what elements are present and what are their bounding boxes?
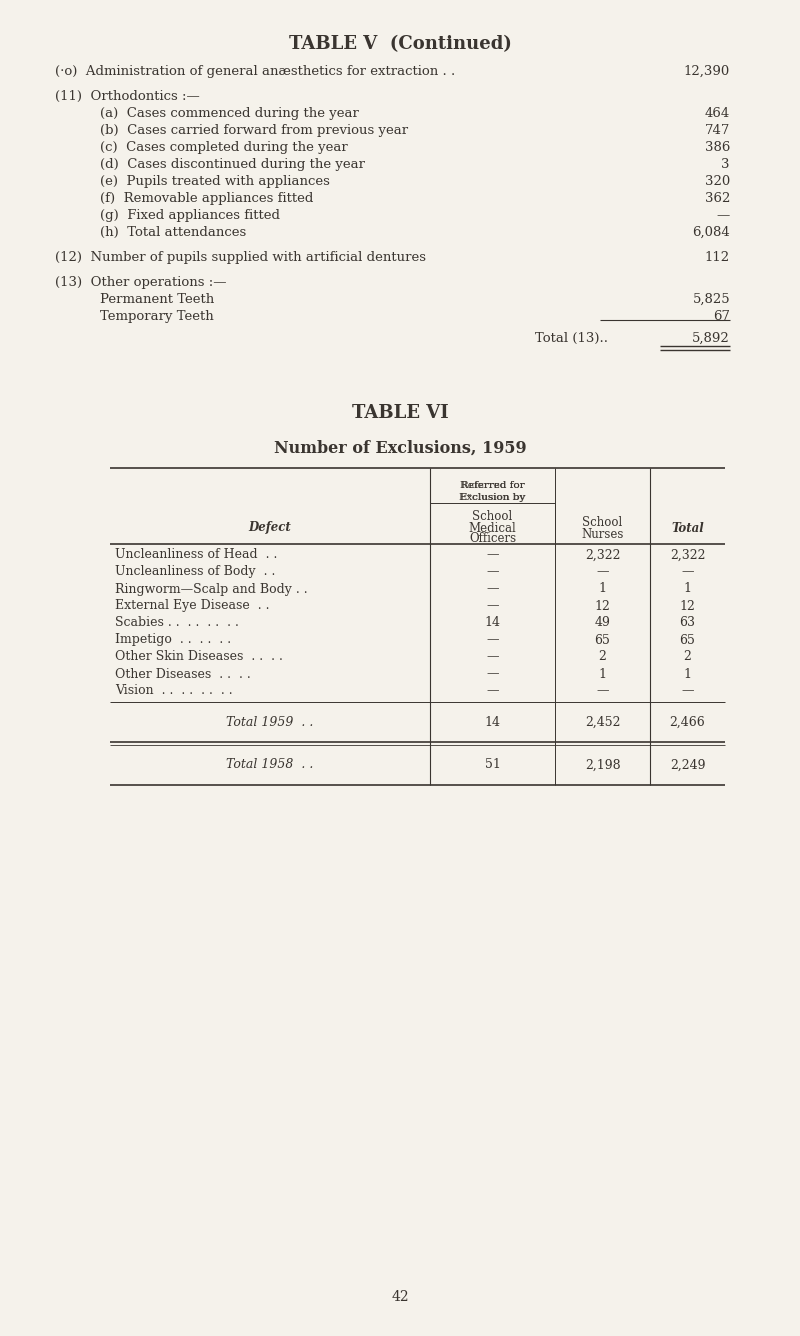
Text: —: — <box>682 565 694 578</box>
Text: (·o)  Administration of general anæsthetics for extraction . .: (·o) Administration of general anæstheti… <box>55 65 455 77</box>
Text: 12: 12 <box>594 600 610 612</box>
Text: Total 1958  . .: Total 1958 . . <box>226 759 314 771</box>
Text: Scabies . .  . .  . .  . .: Scabies . . . . . . . . <box>115 616 239 629</box>
Text: (h)  Total attendances: (h) Total attendances <box>100 226 246 239</box>
Text: (d)  Cases discontinued during the year: (d) Cases discontinued during the year <box>100 158 365 171</box>
Text: —: — <box>486 651 498 664</box>
Text: 14: 14 <box>485 616 501 629</box>
Text: 362: 362 <box>705 192 730 204</box>
Text: 1: 1 <box>598 582 606 596</box>
Text: (11)  Orthodontics :—: (11) Orthodontics :— <box>55 90 200 103</box>
Text: 2,322: 2,322 <box>670 549 706 561</box>
Text: 5,892: 5,892 <box>692 333 730 345</box>
Text: Number of Exclusions, 1959: Number of Exclusions, 1959 <box>274 440 526 457</box>
Text: —: — <box>682 684 694 697</box>
Text: External Eye Disease  . .: External Eye Disease . . <box>115 600 270 612</box>
Text: Uncleanliness of Head  . .: Uncleanliness of Head . . <box>115 549 278 561</box>
Text: (a)  Cases commenced during the year: (a) Cases commenced during the year <box>100 107 359 120</box>
Text: (13)  Other operations :—: (13) Other operations :— <box>55 277 226 289</box>
Text: —: — <box>717 208 730 222</box>
Text: 2: 2 <box>598 651 606 664</box>
Text: (c)  Cases completed during the year: (c) Cases completed during the year <box>100 142 348 154</box>
Text: Medical: Medical <box>469 521 516 534</box>
Text: —: — <box>486 633 498 647</box>
Text: 747: 747 <box>705 124 730 138</box>
Text: 67: 67 <box>713 310 730 323</box>
Text: 1: 1 <box>598 668 606 680</box>
Text: (e)  Pupils treated with appliances: (e) Pupils treated with appliances <box>100 175 330 188</box>
Text: —: — <box>486 565 498 578</box>
Text: TABLE V  (Continued): TABLE V (Continued) <box>289 35 511 53</box>
Text: —: — <box>596 565 609 578</box>
Text: 2,249: 2,249 <box>670 759 706 771</box>
Text: Nurses: Nurses <box>582 528 624 541</box>
Text: Eˣclusion by: Eˣclusion by <box>460 493 525 501</box>
Text: Uncleanliness of Body  . .: Uncleanliness of Body . . <box>115 565 275 578</box>
Text: 320: 320 <box>705 175 730 188</box>
Text: Exclusion by: Exclusion by <box>459 493 526 501</box>
Text: 2: 2 <box>683 651 691 664</box>
Text: (12)  Number of pupils supplied with artificial dentures: (12) Number of pupils supplied with arti… <box>55 251 426 265</box>
Text: (b)  Cases carried forward from previous year: (b) Cases carried forward from previous … <box>100 124 408 138</box>
Text: —: — <box>486 549 498 561</box>
Text: 65: 65 <box>679 633 695 647</box>
Text: 112: 112 <box>705 251 730 265</box>
Text: 5,825: 5,825 <box>692 293 730 306</box>
Text: —: — <box>486 600 498 612</box>
Text: Impetigo  . .  . .  . .: Impetigo . . . . . . <box>115 633 231 647</box>
Text: 1: 1 <box>683 668 691 680</box>
Text: School: School <box>472 510 513 524</box>
Text: 464: 464 <box>705 107 730 120</box>
Text: 12,390: 12,390 <box>684 65 730 77</box>
Text: Defect: Defect <box>249 521 291 534</box>
Text: 2,452: 2,452 <box>585 716 620 728</box>
Text: (f)  Removable appliances fitted: (f) Removable appliances fitted <box>100 192 314 204</box>
Text: 2,322: 2,322 <box>585 549 620 561</box>
Text: 6,084: 6,084 <box>692 226 730 239</box>
Text: TABLE VI: TABLE VI <box>352 405 448 422</box>
Text: Other Skin Diseases  . .  . .: Other Skin Diseases . . . . <box>115 651 283 664</box>
Text: Rᴇfᴇrrᴇd for: Rᴇfᴇrrᴇd for <box>461 481 524 490</box>
Text: Permanent Teeth: Permanent Teeth <box>100 293 214 306</box>
Text: 14: 14 <box>485 716 501 728</box>
Text: (g)  Fixed appliances fitted: (g) Fixed appliances fitted <box>100 208 280 222</box>
Text: Total 1959  . .: Total 1959 . . <box>226 716 314 728</box>
Text: —: — <box>486 668 498 680</box>
Text: Vision  . .  . .  . .  . .: Vision . . . . . . . . <box>115 684 233 697</box>
Text: 51: 51 <box>485 759 501 771</box>
Text: 63: 63 <box>679 616 695 629</box>
Text: —: — <box>486 582 498 596</box>
Text: 65: 65 <box>594 633 610 647</box>
Text: 2,198: 2,198 <box>585 759 620 771</box>
Text: 49: 49 <box>594 616 610 629</box>
Text: 42: 42 <box>391 1291 409 1304</box>
Text: Officers: Officers <box>469 533 516 545</box>
Text: 386: 386 <box>705 142 730 154</box>
Text: Other Diseases  . .  . .: Other Diseases . . . . <box>115 668 250 680</box>
Text: 2,466: 2,466 <box>670 716 706 728</box>
Text: School: School <box>582 517 622 529</box>
Text: Total: Total <box>671 521 704 534</box>
Text: —: — <box>596 684 609 697</box>
Text: Ringworm—Scalp and Body . .: Ringworm—Scalp and Body . . <box>115 582 308 596</box>
Text: 12: 12 <box>679 600 695 612</box>
Text: Temporary Teeth: Temporary Teeth <box>100 310 214 323</box>
Text: —: — <box>486 684 498 697</box>
Text: 3: 3 <box>722 158 730 171</box>
Text: Referred for: Referred for <box>460 481 525 490</box>
Text: 1: 1 <box>683 582 691 596</box>
Text: Total (13)..: Total (13).. <box>535 333 608 345</box>
